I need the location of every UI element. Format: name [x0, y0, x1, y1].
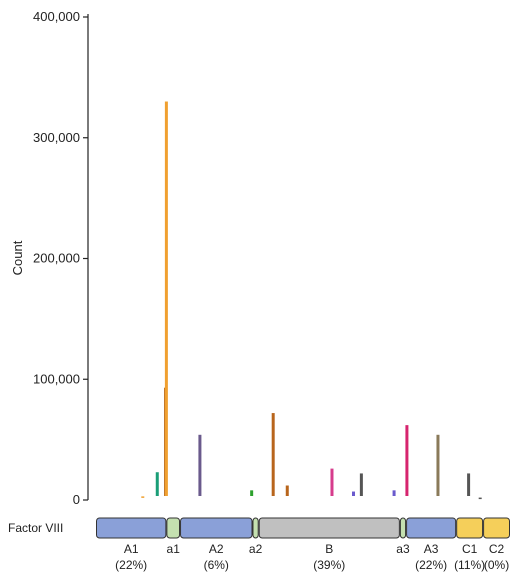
domain-block-c1	[456, 517, 484, 539]
domain-percent-c1: (11%)	[454, 558, 485, 572]
y-tick-label: 0	[73, 492, 80, 507]
bar	[405, 425, 409, 496]
bar	[330, 468, 334, 496]
track-label: Factor VIII	[8, 521, 63, 535]
domain-label-a2: a2	[249, 542, 263, 556]
y-tick-label: 200,000	[33, 251, 80, 266]
domain-block-b	[258, 517, 400, 539]
domain-block-a3	[406, 517, 457, 539]
domain-label-c1: C1	[462, 542, 478, 556]
domain-label-a3: A3	[424, 542, 439, 556]
domain-percent-a2: (6%)	[204, 558, 229, 572]
domain-block-c2	[483, 517, 510, 539]
bar	[155, 472, 159, 496]
domain-percent-a3: (22%)	[415, 558, 447, 572]
bar	[392, 490, 396, 496]
y-axis: 0 100,000 200,000 300,000 400,000	[33, 9, 89, 507]
bar	[359, 473, 363, 496]
y-tick-label: 300,000	[33, 130, 80, 145]
domain-block-a3	[399, 517, 407, 539]
domain-percent-c2: (0%)	[484, 558, 509, 572]
bar	[478, 497, 482, 500]
domain-block-a1	[96, 517, 167, 539]
bar	[467, 473, 471, 496]
y-tick-label: 100,000	[33, 371, 80, 386]
bar	[164, 101, 168, 497]
bar	[141, 496, 145, 498]
domain-label-a2: A2	[209, 542, 224, 556]
domain-block-a1	[166, 517, 181, 539]
bar	[285, 485, 289, 496]
y-tick-label: 400,000	[33, 9, 80, 24]
domain-label-a1: a1	[167, 542, 181, 556]
bar	[198, 434, 202, 496]
domain-label-b: B	[325, 542, 333, 556]
bar	[436, 434, 440, 496]
domain-percent-b: (39%)	[313, 558, 345, 572]
factor-viii-track: Factor VIII A1 (22%) a1 A2 (6%) a2 B (39%) a3 A3 (…	[8, 517, 510, 572]
bar	[271, 413, 275, 496]
bars	[141, 101, 482, 500]
domain-block-a2	[252, 517, 259, 539]
domain-label-c2: C2	[489, 542, 505, 556]
domain-percent-a1: (22%)	[115, 558, 147, 572]
y-axis-title: Count	[10, 240, 25, 275]
bar	[250, 490, 254, 496]
domain-block-a2	[180, 517, 253, 539]
domain-label-a3: a3	[396, 542, 410, 556]
bar	[352, 491, 356, 496]
domain-label-a1: A1	[124, 542, 139, 556]
